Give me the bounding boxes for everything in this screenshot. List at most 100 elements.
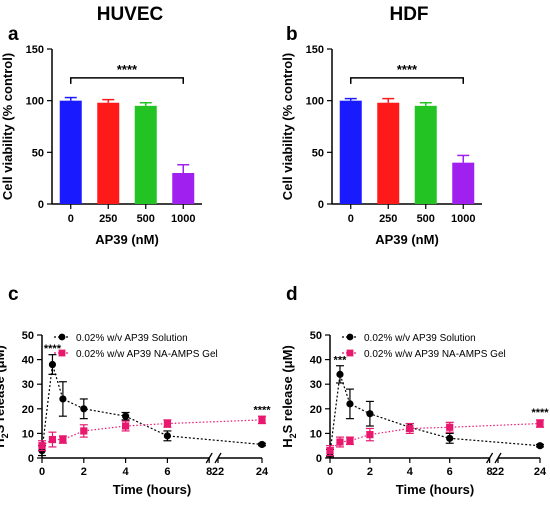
data-point bbox=[80, 405, 88, 413]
y-tick-label: 10 bbox=[310, 428, 322, 440]
y-axis-label: Cell viability (% control) bbox=[0, 53, 15, 200]
x-tick-label: 0 bbox=[348, 213, 354, 225]
bar-1000 bbox=[452, 162, 475, 204]
legend-marker bbox=[346, 349, 354, 357]
x-tick-label: 250 bbox=[99, 213, 117, 225]
y-axis-label: Cell viability (% control) bbox=[280, 53, 295, 200]
y-tick-label: 10 bbox=[22, 428, 34, 440]
data-point bbox=[48, 360, 57, 369]
legend-marker bbox=[58, 333, 66, 341]
y-tick-label: 0 bbox=[28, 453, 34, 465]
y-tick-label: 20 bbox=[310, 404, 322, 416]
y-tick-label: 30 bbox=[22, 379, 34, 391]
legend-marker bbox=[58, 349, 66, 357]
series-line bbox=[329, 374, 541, 454]
data-point bbox=[163, 419, 171, 428]
x-tick-label: 2 bbox=[367, 466, 373, 478]
bar-0 bbox=[59, 100, 82, 204]
y-tick-label: 150 bbox=[306, 44, 324, 56]
data-point bbox=[59, 435, 67, 444]
bar-250 bbox=[97, 102, 120, 204]
data-point bbox=[258, 416, 266, 424]
data-point bbox=[366, 431, 374, 439]
data-point bbox=[48, 435, 57, 444]
x-tick-label: 500 bbox=[137, 213, 155, 225]
x-tick-label: 8 bbox=[487, 466, 493, 478]
data-point bbox=[59, 395, 67, 403]
y-tick-label: 0 bbox=[318, 199, 324, 211]
panel-title-b: HDF bbox=[389, 4, 428, 25]
data-point bbox=[336, 438, 344, 446]
x-tick-label: 6 bbox=[164, 466, 170, 478]
legend-label: 0.02% w/v AP39 Solution bbox=[364, 333, 476, 344]
x-tick-label: 22 bbox=[212, 466, 224, 478]
data-point bbox=[536, 442, 544, 450]
y-tick-label: 20 bbox=[22, 404, 34, 416]
significance-bracket bbox=[70, 77, 184, 84]
data-point bbox=[536, 419, 544, 428]
y-tick-label: 40 bbox=[310, 355, 322, 367]
significance-label: **** bbox=[44, 343, 62, 355]
bar-250 bbox=[377, 102, 400, 204]
y-tick-label: 150 bbox=[26, 44, 44, 56]
data-point bbox=[38, 442, 46, 450]
legend-label: 0.02% w/w AP39 NA-AMPS Gel bbox=[364, 349, 506, 360]
x-tick-label: 8 bbox=[206, 466, 212, 478]
y-axis-label: H2S release (μM) bbox=[0, 345, 10, 448]
x-tick-label: 2 bbox=[81, 466, 87, 478]
data-point bbox=[80, 427, 88, 435]
data-point bbox=[446, 434, 454, 442]
data-point bbox=[346, 437, 354, 445]
x-tick-label: 1000 bbox=[171, 213, 195, 225]
legend-marker bbox=[346, 333, 354, 341]
data-point bbox=[366, 410, 374, 418]
bar-1000 bbox=[172, 173, 195, 204]
bar-500 bbox=[414, 105, 437, 204]
panel-letter-c: c bbox=[8, 284, 19, 305]
y-tick-label: 50 bbox=[22, 330, 34, 342]
x-axis-label: AP39 (nM) bbox=[95, 232, 159, 247]
x-tick-label: 4 bbox=[123, 466, 130, 478]
legend-label: 0.02% w/w AP39 NA-AMPS Gel bbox=[76, 349, 218, 360]
y-tick-label: 100 bbox=[306, 96, 324, 108]
x-tick-label: 250 bbox=[379, 213, 397, 225]
y-tick-label: 50 bbox=[32, 147, 44, 159]
data-point bbox=[336, 370, 344, 378]
x-tick-label: 22 bbox=[492, 466, 504, 478]
panel-title-a: HUVEC bbox=[97, 4, 164, 25]
x-tick-label: 0 bbox=[68, 213, 74, 225]
x-tick-label: 1000 bbox=[451, 213, 475, 225]
panel-letter-d: d bbox=[286, 284, 298, 305]
significance-label: **** bbox=[531, 407, 549, 419]
x-tick-label: 0 bbox=[39, 466, 45, 478]
x-tick-label: 4 bbox=[407, 466, 414, 478]
y-tick-label: 50 bbox=[312, 147, 324, 159]
bar-chart-huvec: 0 50 100 150 0 250 500 1000 **** AP39 (nM) Cell vi… bbox=[0, 44, 202, 247]
y-tick-label: 30 bbox=[310, 379, 322, 391]
data-point bbox=[346, 400, 354, 408]
y-tick-label: 100 bbox=[26, 96, 44, 108]
legend-label: 0.02% w/v AP39 Solution bbox=[76, 333, 188, 344]
data-point bbox=[406, 424, 414, 433]
panel-letter-a: a bbox=[8, 24, 19, 45]
series-line bbox=[329, 422, 541, 452]
significance-bracket bbox=[350, 77, 464, 84]
data-point bbox=[122, 412, 130, 420]
x-axis-label: Time (hours) bbox=[113, 482, 192, 497]
bar-0 bbox=[339, 100, 362, 204]
y-tick-label: 50 bbox=[310, 330, 322, 342]
significance-label: **** bbox=[253, 405, 271, 417]
data-point bbox=[163, 432, 171, 440]
x-tick-label: 24 bbox=[256, 466, 269, 478]
x-tick-label: 500 bbox=[417, 213, 435, 225]
series-line bbox=[41, 364, 263, 451]
data-point bbox=[446, 423, 454, 431]
bar-chart-hdf: 0 50 100 150 0 250 500 1000 **** AP39 (nM) Cell vi… bbox=[280, 44, 482, 247]
significance-label: **** bbox=[397, 62, 418, 77]
x-axis-label: AP39 (nM) bbox=[375, 232, 439, 247]
significance-label: *** bbox=[334, 354, 348, 366]
x-axis-label: Time (hours) bbox=[396, 482, 475, 497]
data-point bbox=[258, 440, 266, 449]
y-axis-label: H2S release (μM) bbox=[280, 345, 298, 448]
